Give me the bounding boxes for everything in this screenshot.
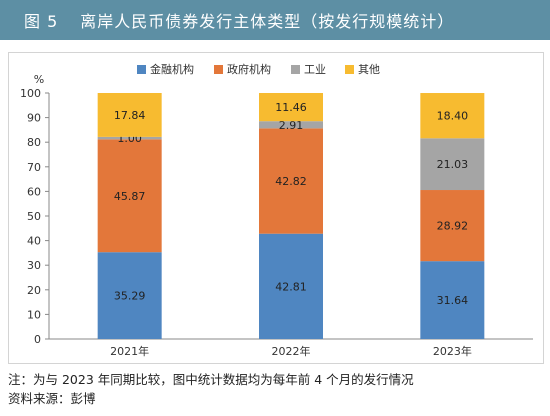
- bar-segment: [420, 93, 485, 139]
- data-label: 42.82: [275, 175, 307, 188]
- y-tick-label: 40: [27, 235, 41, 248]
- bar-segment: [259, 233, 323, 339]
- bar-segment: [420, 261, 485, 339]
- bar-segment: [259, 93, 323, 122]
- legend-label: 金融机构: [150, 62, 194, 76]
- data-label: 21.03: [437, 158, 469, 171]
- legend-label: 其他: [358, 63, 380, 76]
- y-tick-label: 20: [27, 284, 41, 297]
- data-label: 17.84: [114, 109, 146, 122]
- figure-title: 离岸人民币债券发行主体类型（按发行规模统计）: [80, 12, 455, 31]
- bar-segment: [420, 190, 485, 262]
- data-label: 11.46: [275, 101, 307, 114]
- footnote: 注：为与 2023 年同期比较，图中统计数据均为每年前 4 个月的发行情况: [8, 372, 414, 387]
- figure-label: 图 5: [24, 12, 59, 31]
- y-tick-label: 80: [27, 136, 41, 149]
- x-tick-label: 2023年: [433, 344, 472, 358]
- data-label: 2.91: [279, 119, 304, 132]
- y-tick-label: 70: [27, 161, 41, 174]
- y-tick-label: 100: [20, 87, 41, 100]
- data-label: 31.64: [437, 294, 469, 307]
- legend-swatch: [345, 65, 354, 74]
- chart-notes: 注：为与 2023 年同期比较，图中统计数据均为每年前 4 个月的发行情况 资料…: [8, 370, 548, 408]
- stacked-bar-chart: %010203040506070809010035.2945.871.0017.…: [20, 62, 533, 358]
- data-label: 28.92: [437, 220, 469, 233]
- x-tick-label: 2021年: [110, 344, 149, 358]
- bar-segment: [420, 138, 485, 191]
- y-tick-label: 90: [27, 112, 41, 125]
- y-tick-label: 10: [27, 308, 41, 321]
- y-unit-label: %: [34, 73, 44, 86]
- bar-segment: [259, 128, 323, 234]
- data-label: 45.87: [114, 190, 146, 203]
- bar-segment: [259, 121, 323, 129]
- legend-swatch: [137, 65, 146, 74]
- y-tick-label: 30: [27, 259, 41, 272]
- y-tick-label: 60: [27, 185, 41, 198]
- bar-segment: [97, 93, 162, 137]
- figure-header: 图 5 离岸人民币债券发行主体类型（按发行规模统计）: [0, 0, 550, 40]
- source-note: 资料来源：彭博: [8, 391, 96, 406]
- data-label: 18.40: [437, 110, 469, 123]
- bar-segment: [97, 136, 162, 140]
- y-tick-label: 50: [27, 210, 41, 223]
- data-label: 35.29: [114, 290, 146, 303]
- chart-area: % 0 10 20 30 40 50 60 70 80 90 100 35.29 45.87 1.00 17.…: [8, 52, 544, 364]
- bar-segment: [97, 252, 162, 339]
- data-label: 42.81: [275, 280, 307, 293]
- legend-label: 政府机构: [227, 62, 271, 76]
- x-tick-label: 2022年: [272, 344, 311, 358]
- bar-segment: [97, 139, 162, 253]
- y-tick-label: 0: [34, 333, 41, 346]
- legend-swatch: [291, 65, 300, 74]
- legend-swatch: [214, 65, 223, 74]
- legend-label: 工业: [304, 63, 326, 76]
